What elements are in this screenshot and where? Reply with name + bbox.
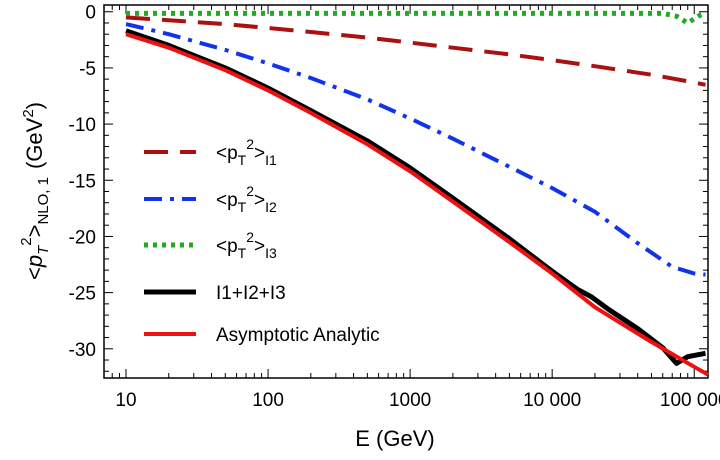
series-line-5 — [125, 32, 709, 377]
x-tick-label: 100 000 — [660, 390, 720, 411]
y-tick-label: -15 — [69, 171, 96, 192]
y-tick-label: 0 — [85, 3, 96, 24]
x-tick-label: 100 — [252, 390, 284, 411]
y-axis-title: <pT2>NLO, 1(GeV2) — [18, 102, 52, 280]
tick-labels: 10 100 1000 10 000 100 000 0 -5 -10 -15 -20 -25 -30 — [69, 3, 720, 411]
x-axis-title: E (GeV) — [355, 426, 434, 451]
legend-label-5: Asymptotic Analytic — [216, 325, 380, 346]
legend-label-1: <pT2>I1 — [216, 136, 277, 168]
x-tick-label: 10 — [115, 390, 136, 411]
y-tick-label: -30 — [69, 340, 96, 361]
series-line-1 — [125, 15, 706, 87]
y-tick-label: -20 — [69, 227, 96, 248]
y-tick-label: -25 — [69, 284, 96, 305]
legend: <pT2>I1 <pT2>I2 <pT2>I3 I1+I2+I3 Asymptotic … — [144, 136, 380, 346]
x-tick-label: 10 000 — [523, 390, 581, 411]
legend-label-4: I1+I2+I3 — [216, 283, 286, 304]
ticks — [103, 5, 708, 378]
series-line-4 — [125, 28, 706, 366]
x-tick-label: 1000 — [389, 390, 431, 411]
y-tick-label: -10 — [69, 115, 96, 136]
series-line-3 — [126, 10, 707, 26]
legend-label-2: <pT2>I2 — [216, 183, 277, 215]
series-layer — [125, 10, 709, 377]
series-line-2 — [125, 22, 706, 277]
y-tick-label: -5 — [79, 59, 96, 80]
legend-label-3: <pT2>I3 — [216, 229, 277, 261]
